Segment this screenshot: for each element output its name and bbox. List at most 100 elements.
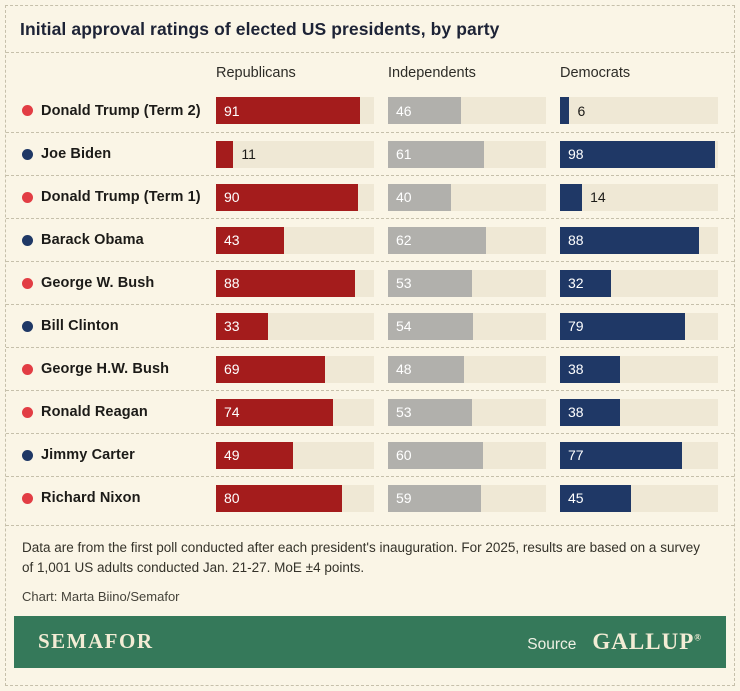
bar-value: 43 xyxy=(224,232,240,248)
bar-value: 40 xyxy=(396,189,412,205)
bar-ind: 54 xyxy=(388,312,474,340)
president-name: Ronald Reagan xyxy=(41,404,148,420)
table-row: George W. Bush 88 53 32 xyxy=(6,261,734,304)
bar-rep: 90 xyxy=(216,183,359,211)
president-label: George W. Bush xyxy=(22,275,202,291)
bar-value: 54 xyxy=(396,318,412,334)
bar-value: 33 xyxy=(224,318,240,334)
table-row: Jimmy Carter 49 60 77 xyxy=(6,433,734,476)
registered-mark: ® xyxy=(694,631,702,642)
footer-bar: SEMAFOR Source GALLUP® xyxy=(14,615,726,668)
chart-credit: Chart: Marta Biino/Semafor xyxy=(22,588,180,604)
bar-value: 62 xyxy=(396,232,412,248)
table-row: Ronald Reagan 74 53 38 xyxy=(6,390,734,433)
bar-value: 46 xyxy=(396,102,412,119)
bar-track: 88 xyxy=(216,269,374,297)
president-label: Bill Clinton xyxy=(22,318,202,334)
bar-value: 53 xyxy=(396,404,412,420)
president-name: George W. Bush xyxy=(41,275,155,291)
bar-value: 11 xyxy=(241,146,256,162)
bar-value: 38 xyxy=(568,404,584,420)
bar-track: 53 xyxy=(388,269,546,297)
chart-frame: Initial approval ratings of elected US p… xyxy=(5,5,735,686)
bar-track: 45 xyxy=(560,484,718,512)
bar-value: 45 xyxy=(568,490,584,506)
page-title: Initial approval ratings of elected US p… xyxy=(6,6,734,53)
table-row: Barack Obama 43 62 88 xyxy=(6,218,734,261)
table-row: George H.W. Bush 69 48 38 xyxy=(6,347,734,390)
president-label: Richard Nixon xyxy=(22,490,202,506)
bar-track: 43 xyxy=(216,226,374,254)
president-name: George H.W. Bush xyxy=(41,361,170,377)
bar-rep: 49 xyxy=(216,441,294,469)
gallup-logo: GALLUP® xyxy=(592,628,702,654)
bar-ind: 60 xyxy=(388,441,483,469)
bar-track: 11 xyxy=(216,140,374,168)
source-attribution: Source GALLUP® xyxy=(527,629,702,655)
bar-track: 38 xyxy=(560,398,718,426)
bar-value: 53 xyxy=(396,275,412,291)
bar-rep xyxy=(216,140,234,168)
header-democrats: Democrats xyxy=(560,65,631,81)
president-name: Donald Trump (Term 2) xyxy=(41,102,201,119)
bar-track: 77 xyxy=(560,441,718,469)
bar-dem: 38 xyxy=(560,398,621,426)
president-label: Donald Trump (Term 1) xyxy=(22,189,202,205)
party-dot xyxy=(22,234,33,246)
bar-value: 48 xyxy=(396,361,412,377)
table-row: Joe Biden 11 61 98 xyxy=(6,132,734,175)
bar-track: 91 xyxy=(216,97,374,124)
president-label: Ronald Reagan xyxy=(22,404,202,420)
bar-dem: 77 xyxy=(560,441,682,469)
party-dot xyxy=(22,148,33,160)
bar-rep: 33 xyxy=(216,312,269,340)
bar-track: 59 xyxy=(388,484,546,512)
bar-value: 60 xyxy=(396,447,412,463)
president-name: Bill Clinton xyxy=(41,318,119,334)
bar-track: 61 xyxy=(388,140,546,168)
bar-rep: 80 xyxy=(216,484,343,512)
bar-value: 79 xyxy=(568,318,584,334)
bar-track: 49 xyxy=(216,441,374,469)
president-name: Richard Nixon xyxy=(41,490,141,506)
bar-value: 61 xyxy=(396,146,412,162)
bar-value: 77 xyxy=(568,447,584,463)
party-dot xyxy=(22,191,33,203)
table-row: Donald Trump (Term 1) 90 40 14 xyxy=(6,175,734,218)
bar-track: 88 xyxy=(560,226,718,254)
bar-dem: 32 xyxy=(560,269,611,297)
bar-ind: 53 xyxy=(388,269,472,297)
bar-track: 90 xyxy=(216,183,374,211)
bar-rep: 91 xyxy=(216,97,360,124)
bar-track: 74 xyxy=(216,398,374,426)
president-label: Barack Obama xyxy=(22,232,202,248)
bar-value: 91 xyxy=(224,102,240,119)
bar-ind: 40 xyxy=(388,183,452,211)
header-republicans: Republicans xyxy=(216,65,296,81)
bar-track: 14 xyxy=(560,183,718,211)
chart-rows: Donald Trump (Term 2) 91 46 6 Joe Biden 11 61 9… xyxy=(6,89,734,526)
bar-track: 6 xyxy=(560,97,718,124)
bar-rep: 88 xyxy=(216,269,356,297)
party-dot xyxy=(22,406,33,418)
bar-ind: 59 xyxy=(388,484,482,512)
semafor-logo: SEMAFOR xyxy=(38,629,154,653)
bar-dem: 45 xyxy=(560,484,632,512)
bar-track: 33 xyxy=(216,312,374,340)
bar-track: 79 xyxy=(560,312,718,340)
bar-track: 32 xyxy=(560,269,718,297)
party-dot xyxy=(22,363,33,375)
source-label: Source xyxy=(527,635,577,653)
president-label: George H.W. Bush xyxy=(22,361,202,377)
bar-value: 90 xyxy=(224,189,240,205)
table-row: Donald Trump (Term 2) 91 46 6 xyxy=(6,89,734,132)
bar-dem xyxy=(560,97,570,124)
bar-track: 60 xyxy=(388,441,546,469)
bar-track: 54 xyxy=(388,312,546,340)
president-name: Joe Biden xyxy=(41,146,112,162)
bar-ind: 48 xyxy=(388,355,464,383)
bar-rep: 43 xyxy=(216,226,284,254)
president-label: Jimmy Carter xyxy=(22,447,202,463)
table-row: Richard Nixon 80 59 45 xyxy=(6,476,734,519)
bar-value: 6 xyxy=(577,102,586,119)
